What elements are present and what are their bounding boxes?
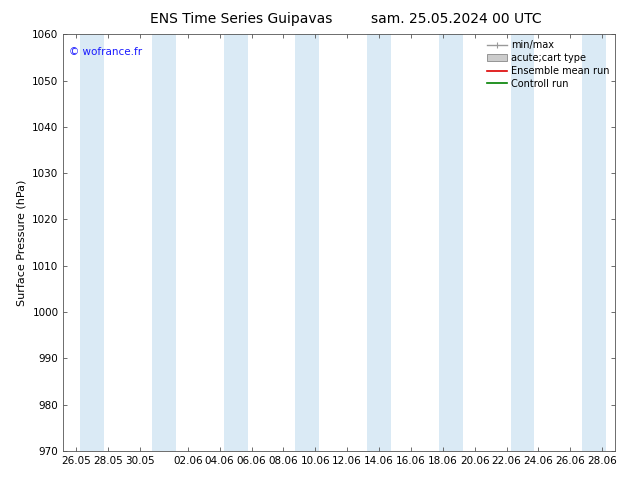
Bar: [224, 34, 247, 451]
Bar: [367, 34, 391, 451]
Bar: [80, 34, 104, 451]
Bar: [582, 34, 606, 451]
Bar: [295, 34, 320, 451]
Legend: min/max, acute;cart type, Ensemble mean run, Controll run: min/max, acute;cart type, Ensemble mean …: [483, 36, 613, 93]
Bar: [152, 34, 176, 451]
Text: ENS Time Series Guipavas: ENS Time Series Guipavas: [150, 12, 332, 26]
Y-axis label: Surface Pressure (hPa): Surface Pressure (hPa): [16, 179, 27, 306]
Bar: [510, 34, 534, 451]
Bar: [439, 34, 463, 451]
Text: © wofrance.fr: © wofrance.fr: [69, 47, 142, 57]
Text: sam. 25.05.2024 00 UTC: sam. 25.05.2024 00 UTC: [371, 12, 542, 26]
